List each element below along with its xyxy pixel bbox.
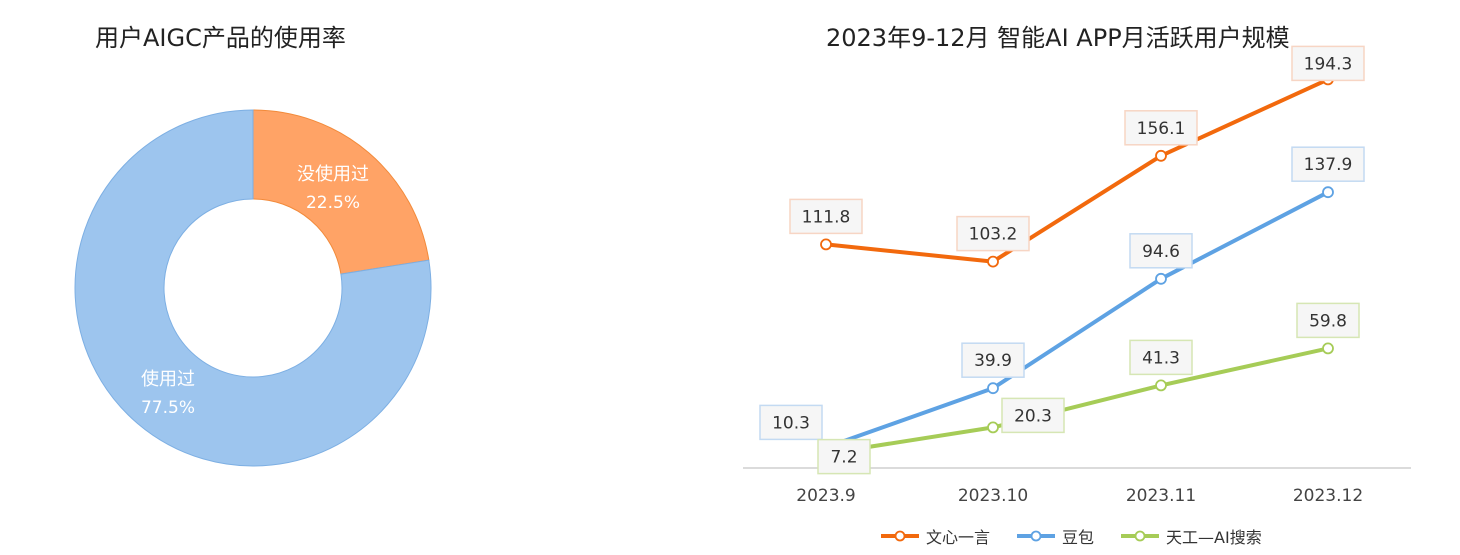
data-label-text: 41.3 <box>1142 348 1180 368</box>
donut-slice <box>74 109 432 467</box>
data-label-text: 7.2 <box>830 448 857 468</box>
legend-swatch <box>881 530 919 542</box>
data-label-text: 194.3 <box>1304 54 1353 74</box>
data-label-text: 20.3 <box>1014 406 1052 426</box>
data-label-text: 156.1 <box>1137 119 1186 139</box>
data-label: 156.1 <box>1124 110 1198 146</box>
data-point <box>987 382 999 395</box>
data-point <box>987 255 999 268</box>
data-label: 103.2 <box>956 215 1030 252</box>
data-point <box>820 238 832 251</box>
line-chart-title: 2023年9-12月 智能AI APP月活跃用户规模 <box>826 24 1290 52</box>
data-point <box>1322 342 1334 355</box>
legend-swatch <box>1017 530 1056 542</box>
data-label: 41.3 <box>1129 339 1193 376</box>
legend-label: 天工—AI搜索 <box>1166 528 1262 547</box>
donut-slice-value: 77.5% <box>141 398 195 418</box>
donut-slice-label: 没使用过 <box>297 164 369 185</box>
legend-item[interactable]: 天工—AI搜索 <box>1120 524 1262 548</box>
donut-slice-label: 使用过 <box>141 369 195 390</box>
data-point <box>987 421 999 434</box>
data-label: 20.3 <box>1001 397 1065 434</box>
data-label-text: 103.2 <box>969 225 1018 245</box>
x-tick-label: 2023.10 <box>958 486 1028 506</box>
data-label: 39.9 <box>961 342 1025 378</box>
data-label: 194.3 <box>1291 45 1365 82</box>
data-point <box>1322 186 1334 199</box>
data-label: 111.8 <box>789 198 863 235</box>
data-label: 137.9 <box>1291 146 1365 182</box>
line-chart-legend: 文心一言 豆包 天工—AI搜索 <box>880 524 1262 548</box>
data-label: 59.8 <box>1296 302 1360 339</box>
data-label: 10.3 <box>759 404 823 441</box>
legend-label: 豆包 <box>1062 528 1095 547</box>
data-label-text: 94.6 <box>1142 242 1180 262</box>
data-label-text: 137.9 <box>1304 155 1353 175</box>
donut-slice <box>252 109 430 275</box>
series-line <box>825 346 1329 456</box>
x-tick-label: 2023.11 <box>1126 486 1196 506</box>
data-point <box>1155 272 1167 285</box>
donut-chart-title: 用户AIGC产品的使用率 <box>95 24 346 52</box>
donut-chart: 没使用过 22.5% 使用过 77.5% <box>74 109 432 467</box>
data-label-text: 111.8 <box>802 207 851 227</box>
legend-swatch <box>1121 530 1160 542</box>
data-label-text: 10.3 <box>772 413 810 433</box>
line-chart: 2023.9 2023.10 2023.11 2023.12 111.8 103.2 156… <box>743 45 1411 506</box>
data-point <box>1155 149 1167 162</box>
series-line <box>825 77 1329 264</box>
data-label-text: 39.9 <box>974 351 1012 371</box>
legend-item[interactable]: 文心一言 <box>880 524 990 548</box>
data-label-text: 59.8 <box>1309 311 1347 331</box>
series-line <box>825 190 1329 450</box>
x-tick-label: 2023.9 <box>796 486 855 506</box>
x-tick-label: 2023.12 <box>1293 486 1363 506</box>
legend-item[interactable]: 豆包 <box>1016 524 1094 548</box>
data-label: 94.6 <box>1129 233 1193 269</box>
legend-label: 文心一言 <box>926 528 991 547</box>
data-label: 7.2 <box>817 438 871 475</box>
donut-slice-value: 22.5% <box>306 193 360 213</box>
data-point <box>1155 379 1167 392</box>
